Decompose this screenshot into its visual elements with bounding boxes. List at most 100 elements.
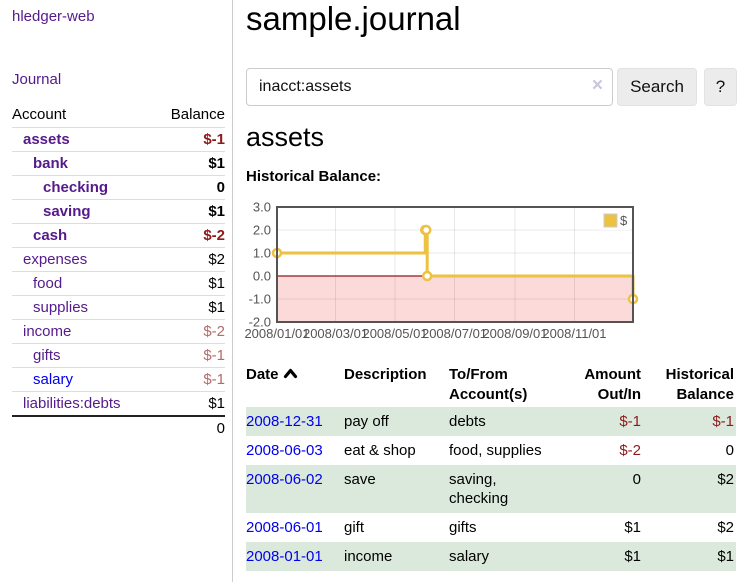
- search-input[interactable]: [246, 68, 613, 106]
- accounts-header-account: Account: [12, 106, 67, 123]
- account-row: salary $-1: [12, 367, 225, 392]
- account-row: bank $1: [12, 151, 225, 176]
- transaction-amount: $1: [624, 519, 641, 536]
- account-link-assets[interactable]: assets: [23, 131, 70, 148]
- register-header-balance: Historical Balance: [665, 366, 734, 403]
- transaction-date-link[interactable]: 2008-12-31: [246, 413, 323, 430]
- register-header-row: Date Description To/From Account(s) Amou…: [246, 362, 736, 407]
- app-title-link[interactable]: hledger-web: [12, 8, 95, 25]
- svg-text:$: $: [620, 213, 628, 228]
- account-row: cash $-2: [12, 223, 225, 248]
- page-title: sample.journal: [246, 0, 461, 37]
- clear-search-icon[interactable]: ×: [591, 75, 603, 96]
- svg-text:2008/07/01: 2008/07/01: [422, 326, 487, 341]
- svg-text:1.0: 1.0: [253, 246, 271, 261]
- chart-canvas: 2008/01/012008/03/012008/05/012008/07/01…: [244, 200, 639, 341]
- svg-text:-2.0: -2.0: [249, 315, 271, 330]
- account-row: income $-2: [12, 319, 225, 344]
- account-link-income[interactable]: income: [23, 323, 72, 340]
- transaction-accounts: debts: [449, 413, 486, 430]
- transaction-row: 2008-01-01 income salary $1 $1: [246, 542, 736, 571]
- transaction-balance: $2: [717, 519, 734, 536]
- transaction-description: eat & shop: [344, 442, 416, 459]
- transaction-balance: $2: [717, 471, 734, 488]
- account-link-food[interactable]: food: [33, 275, 63, 292]
- transaction-date-link[interactable]: 2008-06-01: [246, 519, 323, 536]
- account-link-supplies[interactable]: supplies: [33, 299, 89, 316]
- account-row: food $1: [12, 271, 225, 296]
- account-balance: $2: [208, 251, 225, 268]
- account-balance: $1: [208, 203, 225, 220]
- accounts-total-value: 0: [216, 420, 225, 437]
- register-header-description: Description: [344, 366, 427, 383]
- register-header-amount: Amount Out/In: [584, 366, 641, 403]
- account-row: checking 0: [12, 175, 225, 200]
- account-balance: $-2: [203, 323, 225, 340]
- accounts-table: Account Balance assets $-1 bank $1 checking 0…: [12, 103, 225, 440]
- svg-text:2008/11/01: 2008/11/01: [542, 326, 606, 341]
- account-link-liabilities-debts[interactable]: liabilities:debts: [23, 395, 121, 412]
- svg-text:3.0: 3.0: [253, 200, 271, 215]
- transaction-balance: $1: [717, 548, 734, 565]
- transaction-row: 2008-12-31 pay off debts $-1 $-1: [246, 407, 736, 436]
- transaction-accounts: gifts: [449, 519, 477, 536]
- account-row: expenses $2: [12, 247, 225, 272]
- transaction-description: pay off: [344, 413, 389, 430]
- account-row: saving $1: [12, 199, 225, 224]
- register-header-accounts: To/From Account(s): [449, 366, 528, 403]
- transaction-amount: $-1: [619, 413, 641, 430]
- transaction-date-link[interactable]: 2008-06-03: [246, 442, 323, 459]
- svg-text:2008/01/01: 2008/01/01: [244, 326, 309, 341]
- register-header-date[interactable]: Date: [246, 362, 344, 407]
- sidebar: hledger-web Journal Account Balance asse…: [0, 0, 233, 582]
- account-link-cash[interactable]: cash: [33, 227, 68, 244]
- account-link-expenses[interactable]: expenses: [23, 251, 88, 268]
- transaction-description: income: [344, 548, 393, 565]
- account-row: assets $-1: [12, 127, 225, 152]
- transaction-amount: 0: [632, 471, 641, 488]
- transaction-date-link[interactable]: 2008-06-02: [246, 471, 323, 488]
- svg-text:-1.0: -1.0: [249, 292, 271, 307]
- account-link-salary[interactable]: salary: [33, 371, 74, 388]
- account-row: supplies $1: [12, 295, 225, 320]
- sort-ascending-icon: [283, 368, 297, 379]
- register-table: Date Description To/From Account(s) Amou…: [246, 362, 736, 571]
- transaction-balance: $-1: [712, 413, 734, 430]
- transaction-accounts: food, supplies: [449, 442, 542, 459]
- sidebar-item-journal[interactable]: Journal: [12, 71, 62, 88]
- search-box: ×: [246, 68, 613, 106]
- account-link-checking[interactable]: checking: [43, 179, 109, 196]
- account-link-saving[interactable]: saving: [43, 203, 91, 220]
- transaction-date-link[interactable]: 2008-01-01: [246, 548, 323, 565]
- historical-balance-chart: 2008/01/01 2008/03/01 2008/05/01 2008/07/01…: [240, 200, 740, 350]
- account-balance: $1: [208, 395, 225, 412]
- account-link-gifts[interactable]: gifts: [33, 347, 61, 364]
- transaction-balance: 0: [725, 442, 734, 459]
- account-balance: 0: [216, 179, 225, 196]
- account-heading: assets: [246, 122, 325, 152]
- account-balance: $1: [208, 275, 225, 292]
- transaction-amount: $1: [624, 548, 641, 565]
- svg-text:2008/09/01: 2008/09/01: [482, 326, 547, 341]
- transaction-row: 2008-06-02 save saving, checking 0 $2: [246, 465, 736, 513]
- help-button[interactable]: ?: [704, 68, 737, 106]
- account-balance: $-2: [203, 227, 225, 244]
- account-row: liabilities:debts $1: [12, 391, 225, 417]
- account-balance: $-1: [203, 371, 225, 388]
- search-button[interactable]: Search: [617, 68, 697, 106]
- accounts-header-balance: Balance: [170, 106, 225, 123]
- account-link-bank[interactable]: bank: [33, 155, 69, 172]
- account-balance: $1: [208, 155, 225, 172]
- transaction-amount: $-2: [619, 442, 641, 459]
- svg-text:2008/03/01: 2008/03/01: [303, 326, 368, 341]
- transaction-description: gift: [344, 519, 365, 536]
- transaction-row: 2008-06-03 eat & shop food, supplies $-2 0: [246, 436, 736, 465]
- svg-text:0.0: 0.0: [253, 269, 271, 284]
- accounts-header-row: Account Balance: [12, 103, 225, 128]
- transaction-accounts: salary: [449, 548, 490, 565]
- svg-text:2.0: 2.0: [253, 223, 271, 238]
- transaction-accounts: saving, checking: [449, 471, 509, 507]
- chart-title: Historical Balance:: [246, 168, 382, 185]
- account-balance: $-1: [203, 347, 225, 364]
